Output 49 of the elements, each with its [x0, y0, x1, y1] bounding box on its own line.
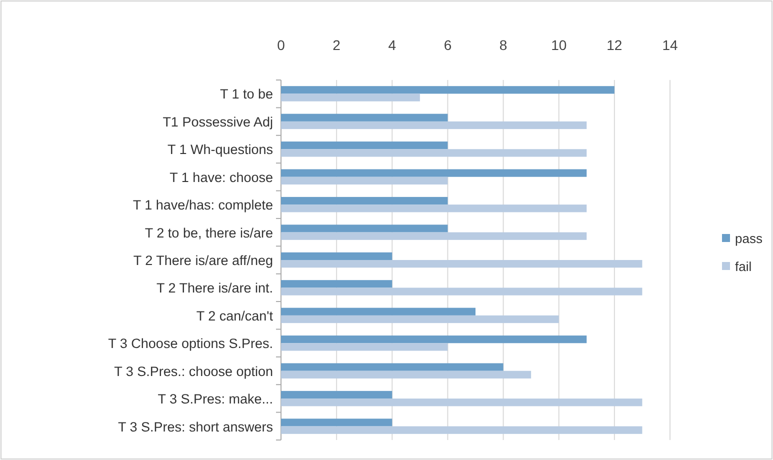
bar: [281, 204, 587, 212]
legend-label: pass: [735, 231, 763, 246]
x-tick-label: 10: [551, 37, 567, 53]
bar: [281, 149, 587, 157]
bar: [281, 232, 587, 240]
y-tick-label: T 2 can/can't: [196, 308, 274, 324]
y-tick-label: T 1 to be: [220, 86, 273, 102]
bar: [281, 169, 587, 177]
y-tick-label: T 1 have/has: complete: [132, 198, 273, 213]
bar: [281, 114, 448, 122]
y-tick-label: T 3 Choose options S.Pres.: [108, 336, 273, 352]
bar: [281, 363, 504, 371]
legend-label: fail: [735, 259, 752, 274]
bar: [281, 336, 587, 344]
y-tick-label: T 2 to be, there is/are: [144, 225, 273, 240]
y-tick-label: T1 Possessive Adj: [162, 114, 273, 130]
y-tick-label: T 2 There is/are int.: [156, 280, 273, 296]
bar: [281, 224, 448, 232]
y-tick-label: T 3 S.Pres: short answers: [118, 419, 274, 434]
x-tick-label: 14: [662, 37, 678, 53]
bar: [281, 288, 642, 296]
bar: [281, 252, 392, 260]
y-tick-label: T 3 S.Pres: make...: [158, 392, 273, 407]
x-tick-label: 2: [332, 37, 341, 53]
bar: [281, 142, 448, 150]
x-tick-label: 4: [388, 37, 396, 53]
bar: [281, 121, 587, 130]
bar: [281, 370, 532, 378]
bar: [281, 308, 476, 316]
bar: [281, 260, 642, 268]
y-tick-label: T 3 S.Pres.: choose option: [114, 364, 273, 379]
bar: [281, 280, 392, 288]
x-tick-label: 8: [499, 37, 508, 53]
bar: [281, 418, 392, 426]
bar: [281, 390, 392, 399]
bar: [281, 94, 420, 102]
bar: [281, 196, 448, 205]
x-tick-label: 6: [444, 37, 452, 53]
bar: [281, 343, 448, 351]
bar: [281, 86, 614, 94]
bar: [281, 315, 559, 324]
bar: [281, 426, 642, 434]
y-tick-label: T 1 have: choose: [170, 170, 273, 185]
y-tick-label: T 1 Wh-questions: [167, 142, 274, 158]
bar: [281, 398, 642, 406]
x-tick-label: 12: [606, 37, 622, 53]
y-tick-label: T 2 There is/are aff/neg: [133, 253, 273, 268]
bar: [281, 176, 448, 184]
x-tick-label: 0: [277, 37, 286, 53]
